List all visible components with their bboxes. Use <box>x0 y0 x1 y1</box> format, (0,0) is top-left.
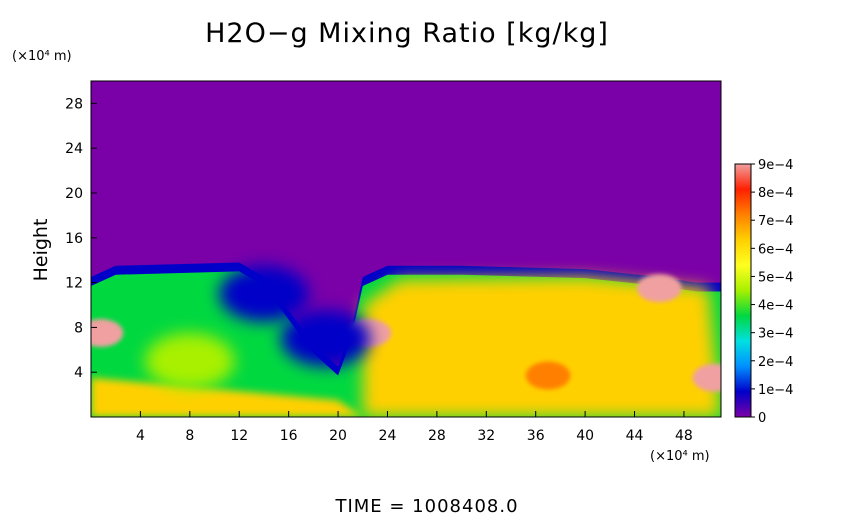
x-tick-label: 12 <box>230 428 248 444</box>
x-axis-unit: (×10⁴ m) <box>650 449 710 464</box>
feature-1 <box>636 274 682 303</box>
y-tick-label: 28 <box>65 96 83 112</box>
colorbar-tick-label: 0 <box>758 411 766 426</box>
y-axis-label: Height <box>30 219 52 282</box>
feature-6 <box>280 310 371 367</box>
colorbar-tick-label: 6e−4 <box>758 242 793 257</box>
y-tick-label: 8 <box>74 320 83 336</box>
y-axis-unit: (×10⁴ m) <box>12 49 72 64</box>
x-tick-label: 4 <box>136 428 145 444</box>
x-tick-label: 48 <box>675 428 693 444</box>
x-tick-label: 36 <box>527 428 545 444</box>
feature-7 <box>416 299 507 356</box>
surface-layer-left <box>91 377 363 417</box>
time-label: TIME = 1008408.0 <box>334 496 518 517</box>
y-tick-label: 24 <box>65 141 83 157</box>
feature-0 <box>525 361 571 390</box>
colorbar-tick-label: 3e−4 <box>758 327 793 342</box>
plot-area <box>91 81 721 417</box>
y-tick-label: 12 <box>65 276 83 292</box>
x-tick-label: 16 <box>280 428 298 444</box>
y-tick-label: 20 <box>65 186 83 202</box>
colorbar-tick-label: 7e−4 <box>758 214 793 229</box>
feature-2 <box>91 319 124 347</box>
x-tick-label: 32 <box>477 428 495 444</box>
colorbar-tick-label: 5e−4 <box>758 270 793 285</box>
x-tick-label: 28 <box>428 428 446 444</box>
y-tick-label: 4 <box>74 365 83 381</box>
x-tick-label: 20 <box>329 428 347 444</box>
colorbar-tick-label: 4e−4 <box>758 299 793 314</box>
x-tick-label: 24 <box>379 428 397 444</box>
x-tick-label: 44 <box>626 428 644 444</box>
y-tick-label: 16 <box>65 231 83 247</box>
feature-4 <box>692 363 721 392</box>
plot-frame <box>90 80 722 418</box>
colorbar-tick-label: 2e−4 <box>758 355 793 370</box>
colorbar-tick-label: 1e−4 <box>758 383 793 398</box>
colorbar-tick-label: 9e−4 <box>758 158 793 173</box>
x-tick-label: 8 <box>185 428 194 444</box>
x-tick-label: 40 <box>576 428 594 444</box>
chart-title: H2O−g Mixing Ratio [kg/kg] <box>205 18 609 49</box>
x-axis: 4 8 12 16 20 24 28 32 36 40 44 48 <box>136 411 693 444</box>
y-axis: 4 8 12 16 20 24 28 <box>65 96 97 381</box>
feature-5 <box>219 265 309 322</box>
colorbar <box>734 163 752 418</box>
colorbar-tick-label: 8e−4 <box>758 186 793 201</box>
colorbar-ticks: 0 1e−4 2e−4 3e−4 4e−4 5e−4 6e−4 7e−4 8e−4 9e−4 <box>751 158 793 426</box>
feature-8 <box>145 333 235 389</box>
